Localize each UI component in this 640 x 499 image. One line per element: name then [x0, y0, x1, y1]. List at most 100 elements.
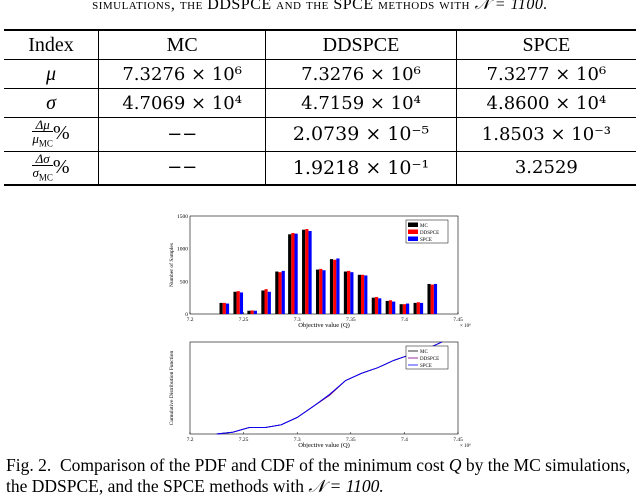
bar [305, 229, 309, 314]
y-tick-label: 0 [185, 312, 188, 318]
bar [360, 274, 365, 314]
legend-label: MC [420, 350, 428, 355]
x-multiplier: × 10⁶ [460, 443, 471, 448]
legend-label: DDSPCE [420, 231, 439, 236]
header-ddspce: DDSPCE [265, 29, 457, 60]
legend-swatch [408, 236, 418, 241]
fraction: Δσ σMC [32, 152, 53, 185]
x-tick-label: 7.25 [239, 437, 249, 443]
bar [261, 290, 265, 314]
figure-caption-text1: Comparison of the PDF and CDF of the min… [59, 455, 445, 475]
bar [416, 302, 420, 314]
denominator-subscript: MC [38, 138, 53, 149]
percent-sign: % [52, 155, 70, 178]
bar [225, 303, 230, 314]
table-caption-text: simulations, the DDSPCE and the SPCE met… [92, 0, 470, 13]
x-tick-label: 7.2 [187, 437, 194, 443]
x-tick-label: 7.3 [294, 317, 301, 323]
legend-swatch [408, 229, 418, 234]
cell-mc: −− [97, 117, 267, 152]
bar [371, 297, 375, 314]
table-caption-math: 𝒩 = 1100. [474, 0, 548, 13]
figure-caption: Fig. 2. Comparison of the PDF and CDF of… [6, 455, 640, 497]
bar [281, 270, 285, 314]
figure-caption-math: 𝒩 = 1100. [308, 476, 384, 496]
denominator-subscript: MC [38, 172, 53, 183]
y-axis-label: Number of Samples [168, 243, 175, 287]
bar [222, 302, 226, 314]
row-label: μ [4, 59, 99, 89]
figure-caption-text2: by the MC simulations, the DDSPCE, and t… [6, 455, 631, 496]
bar [433, 283, 438, 314]
x-tick-label: 7.4 [401, 317, 408, 323]
bar [413, 302, 417, 314]
legend-label: SPCE [420, 238, 432, 243]
fraction-denominator: μMC [32, 132, 53, 151]
denominator-symbol: μ [32, 131, 39, 146]
figure-svg: 7.2 7.25 7.3 7.35 7.4 7.45 0 500 1000 1500 Objecti… [168, 214, 471, 449]
series-line [216, 341, 443, 435]
bar [333, 259, 337, 314]
x-tick-label: 7.35 [346, 437, 356, 443]
percent-sign: % [52, 121, 70, 144]
bar [288, 234, 292, 314]
row-label: Δσ σMC % [4, 150, 99, 187]
bar [406, 303, 410, 314]
bar [308, 231, 312, 314]
bar [427, 283, 431, 314]
y-tick-label: 500 [180, 279, 189, 285]
bar [392, 301, 396, 314]
results-table: Index MC DDSPCE SPCE μ 7.3276 × 10⁶ 7.32… [4, 29, 636, 187]
bar [239, 292, 244, 314]
table-row-mu: μ 7.3276 × 10⁶ 7.3276 × 10⁶ 7.3277 × 10⁶ [4, 59, 636, 89]
bar [385, 300, 389, 314]
bar [315, 269, 320, 314]
cell-spce: 4.8600 × 10⁴ [455, 88, 636, 118]
x-tick-label: 7.35 [346, 317, 356, 323]
fraction: Δμ μMC [32, 118, 53, 151]
y-tick-label: 1500 [177, 214, 188, 220]
cell-ddspce: 2.0739 × 10⁻⁵ [265, 117, 457, 152]
bar [278, 272, 282, 314]
header-mc: MC [97, 29, 267, 60]
cell-ddspce: 7.3276 × 10⁶ [265, 59, 457, 89]
x-axis-label: Objective value (Q) [298, 322, 350, 329]
legend-box [405, 345, 449, 370]
bar [267, 291, 271, 314]
bar [322, 270, 326, 314]
bar [291, 232, 295, 314]
cell-mc: 7.3276 × 10⁶ [97, 59, 267, 89]
cell-spce: 7.3277 × 10⁶ [455, 59, 636, 89]
x-multiplier: × 10⁶ [460, 323, 471, 329]
figure: 7.2 7.25 7.3 7.35 7.4 7.45 0 500 1000 1500 Objecti… [160, 208, 480, 453]
bar [319, 268, 323, 314]
x-tick-label: 7.4 [401, 437, 408, 443]
sigma-symbol: σ [46, 91, 56, 114]
header-spce: SPCE [455, 29, 636, 60]
table-row-delta-sigma: Δσ σMC % −− 1.9218 × 10⁻¹ 3.2529 [4, 150, 636, 187]
legend-swatch [408, 222, 418, 227]
x-tick-label: 7.25 [239, 317, 249, 323]
y-axis-label: Cumulative Distribution Function [169, 350, 175, 425]
x-tick-label: 7.45 [453, 317, 463, 323]
cell-ddspce: 1.9218 × 10⁻¹ [265, 150, 457, 187]
fraction-numerator: Δσ [32, 152, 53, 166]
bar [364, 275, 368, 314]
table-row-sigma: σ 4.7069 × 10⁴ 4.7159 × 10⁴ 4.8600 × 10⁴ [4, 88, 636, 118]
cell-mc: 4.7069 × 10⁴ [97, 88, 267, 118]
bar [302, 229, 306, 314]
fraction-denominator: σMC [32, 166, 52, 185]
bar [253, 310, 257, 314]
cell-mc: −− [97, 150, 267, 187]
header-index: Index [4, 29, 99, 60]
bar [350, 272, 354, 314]
bar [336, 258, 340, 314]
table-header-row: Index MC DDSPCE SPCE [4, 29, 636, 60]
bar [343, 271, 348, 314]
bar [233, 291, 237, 314]
table-caption: simulations, the DDSPCE and the SPCE met… [0, 0, 640, 14]
bar [250, 310, 254, 314]
mu-symbol: μ [45, 62, 57, 85]
bar [236, 291, 240, 314]
legend-label: MC [420, 224, 428, 229]
